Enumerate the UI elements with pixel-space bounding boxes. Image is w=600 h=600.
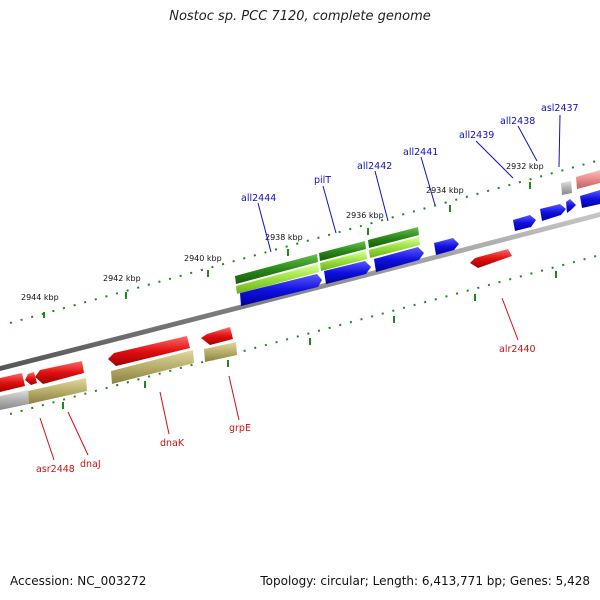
gene-label-dnaK: dnaK [160, 438, 185, 449]
gene-arrow-right [580, 190, 600, 208]
reverse-annotation-bars [0, 342, 237, 410]
reverse-genes [0, 249, 512, 392]
gene-label-grpE: grpE [229, 423, 251, 434]
gene-arrow-dnaJ [35, 361, 84, 384]
leader-lines [39, 114, 561, 461]
scale-label: 2938 kbp [265, 233, 303, 242]
gene-label-pilT: pilT [314, 175, 331, 186]
outer-tick-row [9, 159, 600, 324]
gene-label-all2442: all2442 [357, 161, 392, 172]
feature-pink-right [576, 170, 600, 189]
forward-annotation-bars [235, 227, 420, 294]
forward-genes [240, 170, 600, 306]
scale-label: 2934 kbp [426, 186, 464, 195]
gene-label-all2438: all2438 [500, 116, 535, 127]
green-bar-1 [235, 254, 318, 284]
gene-arrow-all2442 [374, 247, 424, 272]
gene-label-asl2437: asl2437 [541, 103, 579, 114]
feature-grey-right [561, 181, 572, 195]
gene-arrow-all2444 [240, 274, 322, 306]
map-title: Nostoc sp. PCC 7120, complete genome [169, 9, 431, 24]
gene-arrow-asl2437 [566, 199, 576, 213]
lime-bar-1 [236, 264, 319, 294]
gene-arrow-asr2448 [25, 372, 37, 385]
gene-label-all2441: all2441 [403, 147, 438, 158]
lime-bar-3 [369, 237, 420, 258]
khaki-bar-dnaK [111, 350, 194, 384]
gene-label-all2439: all2439 [459, 130, 494, 141]
major-ticks [43, 182, 557, 409]
gene-arrow-grpE [201, 327, 233, 345]
gene-arrow-all2438 [540, 204, 566, 221]
gene-arrow-pilT [324, 261, 371, 284]
accession-text: Accession: NC_003272 [10, 574, 147, 588]
gene-arrow-dnaK [108, 336, 190, 366]
green-bar-2 [319, 241, 366, 261]
gene-arrow-all2439 [513, 215, 536, 231]
gene-arrow-left [0, 373, 25, 392]
gene-label-asr2448: asr2448 [36, 464, 75, 475]
grey-bar-left [0, 390, 29, 410]
gene-label-all2444: all2444 [241, 193, 276, 204]
khaki-bar-dnaJ [28, 378, 87, 404]
genome-summary-text: Topology: circular; Length: 6,413,771 bp… [260, 574, 590, 588]
lime-bar-2 [320, 251, 367, 271]
scale-label: 2942 kbp [103, 274, 141, 283]
gene-label-dnaJ: dnaJ [80, 459, 101, 470]
gene-arrow-alr2440 [470, 249, 512, 268]
scale-label: 2944 kbp [21, 293, 59, 302]
khaki-bar-grpE [204, 342, 237, 362]
scale-label: 2940 kbp [184, 254, 222, 263]
genome-backbone [0, 212, 600, 371]
gene-label-alr2440: alr2440 [499, 344, 536, 355]
scale-label: 2936 kbp [346, 211, 384, 220]
green-bar-3 [368, 227, 419, 248]
gene-arrow-all2441 [434, 238, 459, 255]
scale-label: 2932 kbp [506, 162, 544, 171]
